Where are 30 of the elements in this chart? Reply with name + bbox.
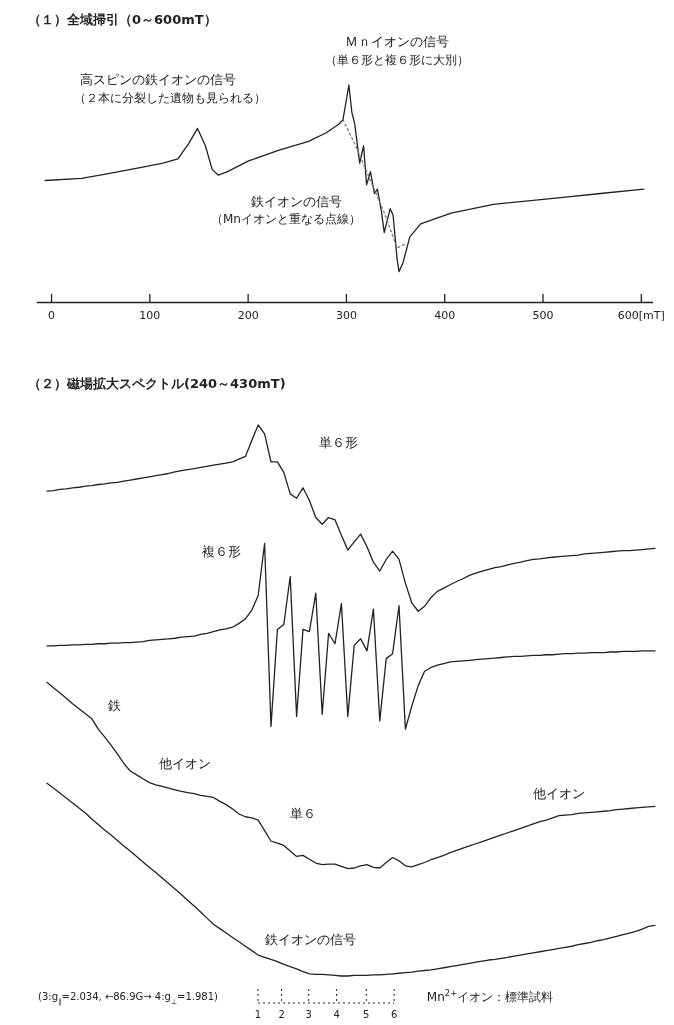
annotation: （Mnイオンと重なる点線）	[211, 212, 361, 226]
text: Ｍｎイオンの信号	[345, 34, 449, 49]
text: 3	[305, 1009, 312, 1020]
x-tick-label: 600[mT]	[617, 308, 665, 322]
annotation: 他イオン	[533, 786, 585, 801]
annotation: 鉄イオンの信号	[250, 194, 342, 209]
annotation: 単６	[290, 806, 316, 821]
text: (3:g$_{∥}$=2.034, ←86.9G→ 4:g$_{⊥}$=1.981)	[38, 991, 219, 1006]
text: 6	[391, 1009, 398, 1020]
annotation: 他イオン	[159, 756, 211, 771]
x-tick-label: 300	[335, 308, 357, 322]
chart-title: （１）全域掃引（0～600mT）	[28, 12, 217, 27]
x-tick-label: 400	[434, 308, 456, 322]
x-tick-label: 500	[532, 308, 554, 322]
text: 1	[254, 1009, 262, 1020]
text: 2	[278, 1009, 285, 1020]
chart-title: （２）磁場拡大スペクトル(240～430mT)	[28, 376, 286, 391]
text: Mn$^{2+}$イオン：標準試料	[426, 988, 554, 1004]
annotation: 高スピンの鉄イオンの信号	[80, 72, 236, 87]
text: 5	[363, 1009, 370, 1020]
x-tick-label: 100	[139, 308, 161, 322]
text: 4	[333, 1009, 340, 1020]
x-tick-label: 200	[237, 308, 259, 322]
annotation: 複６形	[201, 544, 241, 559]
annotation: 鉄イオンの信号	[264, 932, 356, 947]
x-tick-label: 0	[48, 308, 56, 322]
annotation: （２本に分裂した遺物も見られる）	[74, 91, 266, 105]
annotation: 鉄	[107, 698, 121, 713]
annotation: 単６形	[318, 435, 358, 450]
text: （単６形と複６形に大別）	[325, 53, 469, 67]
